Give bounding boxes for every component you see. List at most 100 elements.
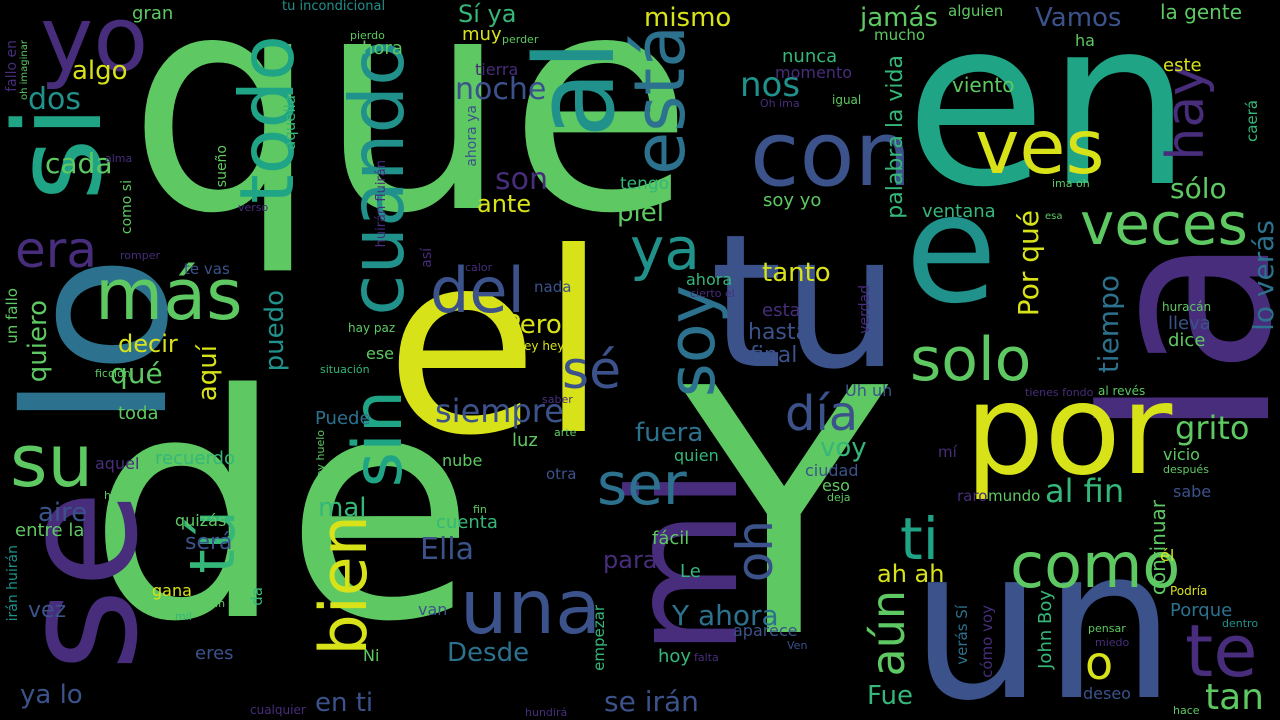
word-enti: en ti	[315, 688, 374, 718]
word-fuera: fuera	[635, 418, 704, 448]
word-deseo: deseo	[1083, 684, 1131, 703]
word-aqui: aquí	[193, 345, 223, 402]
word-veces: veces	[1080, 190, 1248, 258]
word-Y: Y	[680, 317, 888, 713]
word-caera: caerá	[1243, 100, 1261, 143]
word-tuincondicional: tu incondicional	[282, 0, 386, 14]
word-huiran: huirán fluirán	[374, 160, 389, 248]
word-ohimaginar: oh imaginar	[19, 40, 30, 100]
word-tevas: te vas	[184, 260, 230, 278]
word-asi: así	[419, 248, 435, 268]
word-ha: ha	[1075, 31, 1095, 50]
word-tienesfondo: tienes fondo	[1025, 386, 1094, 399]
word-van: van	[418, 600, 448, 619]
word-esta: está	[619, 25, 701, 175]
word-sueno: sueño	[214, 145, 230, 188]
word-mismo: mismo	[644, 3, 732, 33]
word-aquella: aquella	[281, 95, 299, 150]
word-piel: piel	[617, 198, 664, 228]
word-Porque2: Por qué	[1012, 210, 1045, 317]
word-quizas: quizás	[175, 511, 227, 530]
word-fin: fin	[473, 503, 487, 516]
word-el2: él	[1160, 546, 1175, 565]
word-Fue: Fue	[867, 681, 914, 711]
word-haypaz: hay paz	[348, 321, 396, 335]
word-saber: saber	[542, 393, 573, 406]
word-dentro: dentro	[1222, 617, 1259, 630]
word-Ven: Ven	[787, 639, 808, 652]
word-de: de	[88, 329, 476, 690]
word-sera: será	[185, 530, 233, 555]
word-pensar: pensar	[1088, 622, 1126, 635]
word-alfin: al fin	[1045, 472, 1125, 510]
word-jamas: jamás	[860, 3, 938, 33]
word-ahoraya: ahora ya	[464, 105, 480, 167]
word-este: este	[1163, 55, 1202, 76]
word-tierra: tierra	[475, 60, 519, 79]
word-hora: hora	[362, 38, 403, 59]
word-aire: aire	[38, 498, 88, 528]
word-ya: ya	[630, 215, 700, 283]
word-entrela: entre la	[15, 520, 85, 541]
word-hasta: hasta	[748, 320, 809, 345]
word-palabra: palabra la vida	[883, 55, 908, 219]
word-eso: eso	[822, 476, 850, 495]
word-oh: oh	[726, 520, 784, 583]
word-cada: cada	[45, 147, 113, 180]
word-siempre: siempre	[435, 392, 564, 430]
word-Yahora: Y ahora	[672, 599, 779, 632]
word-esta2: esta	[762, 300, 801, 321]
word-Puede: Puede	[315, 408, 371, 429]
word-decir: decir	[118, 330, 178, 358]
word-ventana: ventana	[922, 201, 996, 222]
word-aun: aún	[861, 590, 915, 677]
word-final: final	[750, 343, 798, 368]
word-algo: algo	[72, 56, 128, 86]
word-eres: eres	[195, 643, 234, 664]
word-se2: sé	[562, 341, 622, 401]
word-perder: perder	[502, 33, 539, 46]
word-sabe: sabe	[1173, 482, 1212, 501]
word-falloen: fallo en	[4, 40, 20, 92]
word-otra: otra	[546, 465, 577, 483]
word-el: el	[385, 199, 609, 490]
word-seiran: se irán	[604, 685, 699, 718]
word-hacer: hacer	[104, 489, 136, 502]
word-aquel: aquel	[95, 454, 140, 473]
word-sin: sin	[339, 390, 418, 488]
word-su: su	[10, 419, 94, 503]
word-ciudad: ciudad	[805, 461, 859, 480]
word-nunca: nunca	[782, 46, 838, 67]
word-despues: después	[1163, 463, 1209, 476]
word-mi2: mí	[938, 443, 957, 461]
word-quiero: quiero	[23, 300, 53, 383]
word-dice: dice	[1168, 330, 1206, 351]
word-Ella: Ella	[420, 532, 475, 567]
word-noche: noche	[455, 72, 547, 107]
word-Le: Le	[680, 561, 701, 582]
word-verso: verso	[238, 201, 269, 214]
word-por: por	[965, 358, 1173, 503]
word-hay: hay	[1156, 65, 1216, 161]
word-va: va	[440, 353, 460, 372]
word-situacion: situación	[320, 363, 370, 376]
word-luz: luz	[512, 430, 538, 451]
word-nube: nube	[442, 451, 483, 470]
word-muy: muy	[462, 24, 502, 45]
word-iranhuiran: irán huirán	[5, 545, 21, 622]
word-huracan: huracán	[1162, 300, 1212, 314]
word-soyyo: soy yo	[763, 190, 822, 211]
word-ciertoel: cierto el	[690, 287, 735, 300]
word-imaoh: ima oh	[1052, 177, 1090, 190]
word-dia: día	[785, 386, 859, 442]
word-falta: falta	[694, 651, 719, 664]
word-gran: gran	[132, 3, 174, 24]
word-vez: vez	[28, 598, 67, 623]
word-Desde: Desde	[447, 638, 530, 668]
word-con: con	[750, 102, 912, 207]
word-Vamos: Vamos	[1035, 3, 1122, 33]
word-yo: yo	[40, 0, 149, 92]
word-tiempo: tiempo	[1092, 275, 1125, 374]
word-son: son	[495, 162, 548, 197]
